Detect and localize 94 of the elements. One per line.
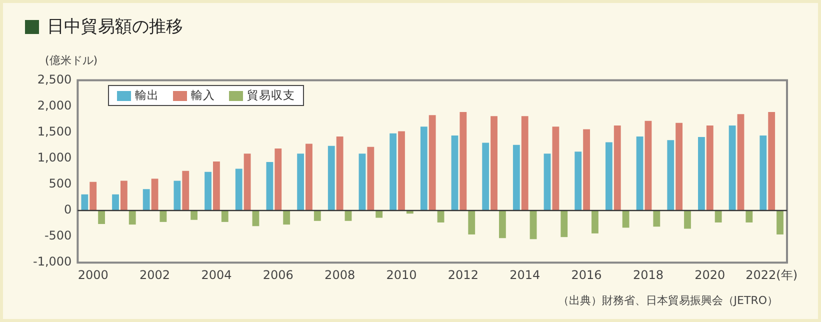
y-tick-label: 2,000 — [37, 98, 72, 112]
bar — [244, 154, 251, 210]
bar — [605, 142, 612, 210]
bar — [174, 180, 181, 210]
bar — [336, 136, 344, 210]
x-tick-label: 2000 — [78, 268, 108, 282]
text: （出典）財務省、日本貿易振興会（JETRO） — [558, 293, 778, 308]
bar — [622, 210, 630, 228]
bar — [512, 144, 520, 210]
bar — [204, 172, 212, 210]
bar — [306, 144, 312, 210]
bar — [128, 210, 136, 225]
y-tick-label: 1,500 — [37, 124, 72, 138]
bar — [530, 210, 537, 240]
bar — [560, 210, 568, 238]
bar — [676, 122, 683, 210]
bar — [344, 210, 352, 221]
y-tick-label: -500 — [44, 228, 72, 243]
bar — [182, 170, 190, 210]
bar — [482, 142, 490, 210]
bar — [213, 162, 220, 210]
bar — [274, 148, 282, 210]
bar — [498, 210, 506, 238]
x-tick-label: 2014 — [510, 268, 540, 282]
bar — [451, 135, 458, 210]
bar — [314, 210, 321, 221]
bar — [583, 129, 590, 210]
x-tick-label: 2002 — [140, 268, 170, 282]
bar — [98, 210, 105, 224]
bar — [737, 114, 744, 210]
bar — [728, 126, 736, 210]
bar — [151, 178, 158, 210]
bar — [460, 112, 467, 210]
bar — [142, 189, 150, 210]
bar — [376, 210, 383, 218]
y-tick-label: 1,000 — [37, 150, 72, 164]
bar — [746, 210, 753, 222]
bar — [653, 210, 660, 227]
y-tick-label: 0 — [64, 202, 72, 217]
x-tick-label: 2010 — [386, 268, 417, 282]
bar — [544, 154, 551, 210]
legend-label: 輸出 — [135, 88, 159, 103]
y-tick-label: 2,500 — [37, 72, 72, 86]
legend-label: 輸入 — [191, 88, 215, 103]
x-tick-label: 2016 — [571, 268, 602, 282]
x-tick-label: 2006 — [262, 268, 294, 282]
x-tick-label: 2020 — [694, 268, 726, 282]
bar — [706, 126, 714, 210]
bar — [235, 168, 242, 210]
bar — [552, 126, 560, 210]
y-axis-title: (億米ドル) — [45, 53, 98, 68]
bar — [358, 154, 366, 210]
bar — [160, 210, 167, 222]
x-tick-label: 2012 — [448, 268, 478, 282]
bar — [266, 162, 274, 210]
bar — [390, 133, 397, 210]
bar — [684, 210, 691, 229]
bar — [614, 126, 621, 210]
bar — [190, 210, 198, 220]
bar — [468, 210, 476, 234]
bar — [768, 112, 776, 210]
y-tick-label: -1,000 — [32, 254, 72, 269]
bar — [252, 210, 260, 226]
legend-label: 貿易収支 — [247, 88, 295, 103]
x-tick-label: 2008 — [324, 268, 356, 282]
bar — [120, 180, 128, 210]
bar — [90, 182, 97, 210]
bar — [428, 115, 436, 210]
bar — [644, 120, 652, 210]
bar — [297, 154, 304, 210]
bar — [398, 131, 405, 210]
bar — [367, 146, 374, 210]
bar — [760, 135, 767, 210]
y-tick-label: 500 — [48, 176, 72, 191]
bar — [592, 210, 598, 234]
x-tick-label: 2018 — [632, 268, 664, 282]
bar — [490, 116, 498, 210]
bar — [420, 126, 428, 210]
bar — [714, 210, 722, 222]
bar — [636, 136, 644, 210]
chart-title: 日中貿易額の推移 — [47, 16, 183, 38]
bar — [328, 146, 335, 210]
bar — [776, 210, 784, 234]
bar — [81, 194, 88, 210]
x-tick-label: 2004 — [201, 268, 232, 282]
bar — [221, 210, 228, 222]
bar — [698, 137, 705, 210]
bar — [574, 152, 582, 210]
bar — [283, 210, 290, 225]
x-tick-label: 2022(年) — [746, 268, 798, 282]
bar — [521, 116, 528, 210]
bar — [437, 210, 444, 222]
bar — [112, 194, 119, 210]
bar — [667, 140, 674, 210]
